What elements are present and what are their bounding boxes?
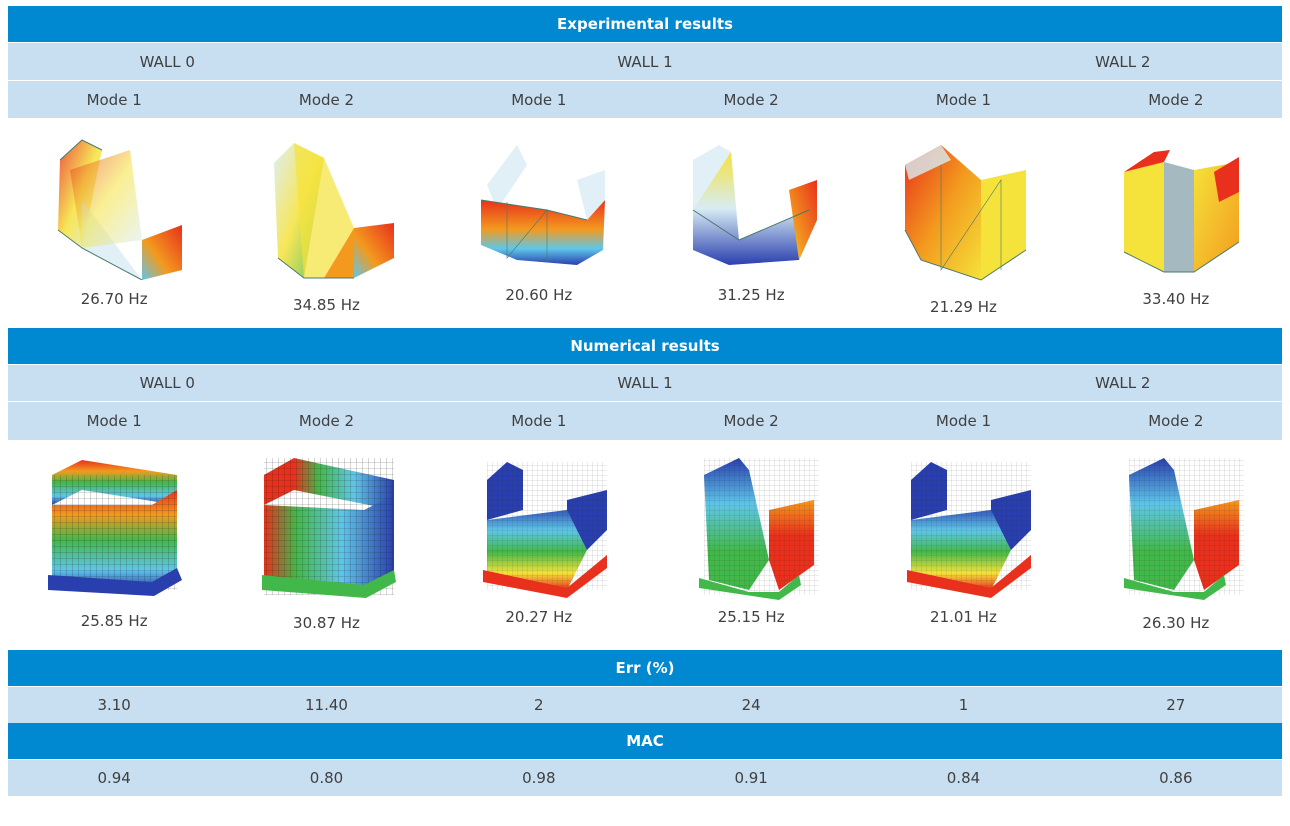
exp-mode-shape-image bbox=[905, 145, 1027, 281]
mode-label: Mode 1 bbox=[511, 90, 567, 109]
num-frequency: 26.30 Hz bbox=[1142, 614, 1210, 632]
exp-mode-shape-image bbox=[692, 145, 818, 265]
num-cell-5: 26.30 Hz bbox=[1070, 440, 1282, 650]
exp-cell-3: 31.25 Hz bbox=[645, 118, 857, 328]
err-value: 11.40 bbox=[305, 696, 348, 714]
mode-label: Mode 2 bbox=[723, 412, 779, 430]
num-frequency: 25.15 Hz bbox=[717, 608, 785, 626]
exp-frequency: 34.85 Hz bbox=[293, 296, 360, 314]
err-row: 3.10 11.40 2 24 1 27 bbox=[8, 686, 1282, 723]
mac-value: 0.84 bbox=[946, 769, 981, 787]
wall-1-label: WALL 1 bbox=[617, 374, 673, 392]
exp-mode-shape-image bbox=[57, 139, 183, 280]
mac-value: 0.86 bbox=[1159, 769, 1193, 787]
exp-frequency: 20.60 Hz bbox=[505, 286, 573, 304]
numerical-wall-row: WALL 0 WALL 1 WALL 2 bbox=[8, 364, 1282, 401]
num-frequency: 25.85 Hz bbox=[80, 612, 148, 630]
mode-label: Mode 2 bbox=[298, 90, 355, 109]
exp-frequency: 26.70 Hz bbox=[80, 290, 148, 308]
err-value: 2 bbox=[534, 696, 544, 714]
numerical-images-row: 25.85 Hz 30.87 Hz bbox=[8, 440, 1282, 650]
num-cell-3: 25.15 Hz bbox=[645, 440, 857, 650]
experimental-images-row: 26.70 Hz 34.85 Hz bbox=[8, 118, 1282, 328]
num-frequency: 20.27 Hz bbox=[505, 608, 573, 626]
num-mode-shape-image bbox=[1123, 458, 1244, 600]
results-table: Experimental results WALL 0 WALL 1 WALL … bbox=[8, 6, 1282, 796]
wall-1-label: WALL 1 bbox=[617, 52, 673, 71]
num-mode-shape-image bbox=[482, 462, 607, 598]
exp-mode-shape-image bbox=[274, 143, 395, 279]
numerical-mode-row: Mode 1 Mode 2 Mode 1 Mode 2 Mode 1 Mode … bbox=[8, 401, 1282, 440]
experimental-mode-row: Mode 1 Mode 2 Mode 1 Mode 2 Mode 1 Mode … bbox=[8, 80, 1282, 118]
mode-label: Mode 2 bbox=[1148, 90, 1204, 109]
num-mode-shape-image bbox=[699, 458, 820, 600]
num-cell-1: 30.87 Hz bbox=[220, 440, 432, 650]
mode-label: Mode 2 bbox=[723, 90, 779, 109]
numerical-results-header: Numerical results bbox=[8, 328, 1282, 364]
mode-label: Mode 1 bbox=[935, 90, 992, 109]
exp-cell-4: 21.29 Hz bbox=[857, 118, 1069, 328]
num-cell-2: 20.27 Hz bbox=[433, 440, 645, 650]
exp-frequency: 21.29 Hz bbox=[930, 298, 997, 316]
exp-frequency: 31.25 Hz bbox=[717, 286, 785, 304]
exp-mode-shape-image bbox=[1123, 150, 1240, 273]
num-mode-shape-image bbox=[48, 460, 183, 596]
mode-label: Mode 2 bbox=[1148, 412, 1204, 430]
exp-cell-1: 34.85 Hz bbox=[220, 118, 432, 328]
num-frequency: 21.01 Hz bbox=[930, 608, 997, 626]
num-cell-4: 21.01 Hz bbox=[857, 440, 1069, 650]
err-value: 24 bbox=[741, 696, 761, 714]
num-mode-shape-image bbox=[262, 458, 397, 598]
num-frequency: 30.87 Hz bbox=[293, 614, 360, 632]
err-value: 27 bbox=[1166, 696, 1186, 714]
exp-cell-5: 33.40 Hz bbox=[1070, 118, 1282, 328]
exp-frequency: 33.40 Hz bbox=[1142, 290, 1210, 308]
err-value: 3.10 bbox=[97, 696, 131, 714]
exp-cell-0: 26.70 Hz bbox=[8, 118, 220, 328]
num-cell-0: 25.85 Hz bbox=[8, 440, 220, 650]
exp-cell-2: 20.60 Hz bbox=[433, 118, 645, 328]
mode-label: Mode 1 bbox=[86, 90, 142, 109]
wall-0-label: WALL 0 bbox=[139, 52, 195, 71]
experimental-wall-row: WALL 0 WALL 1 WALL 2 bbox=[8, 42, 1282, 80]
wall-2-label: WALL 2 bbox=[1095, 52, 1151, 71]
num-mode-shape-image bbox=[907, 462, 1032, 598]
mac-value: 0.98 bbox=[522, 769, 556, 787]
mac-header: MAC bbox=[8, 723, 1282, 759]
wall-0-label: WALL 0 bbox=[139, 374, 195, 392]
mode-label: Mode 2 bbox=[298, 412, 355, 430]
mac-value: 0.94 bbox=[97, 769, 131, 787]
mode-label: Mode 1 bbox=[935, 412, 992, 430]
exp-mode-shape-image bbox=[480, 145, 605, 265]
experimental-results-header: Experimental results bbox=[8, 6, 1282, 42]
mode-label: Mode 1 bbox=[511, 412, 567, 430]
mac-row: 0.94 0.80 0.98 0.91 0.84 0.86 bbox=[8, 759, 1282, 796]
mode-label: Mode 1 bbox=[86, 412, 142, 430]
err-header: Err (%) bbox=[8, 650, 1282, 686]
mac-value: 0.80 bbox=[309, 769, 344, 787]
err-value: 1 bbox=[958, 696, 969, 714]
wall-2-label: WALL 2 bbox=[1095, 374, 1151, 392]
mac-value: 0.91 bbox=[734, 769, 768, 787]
